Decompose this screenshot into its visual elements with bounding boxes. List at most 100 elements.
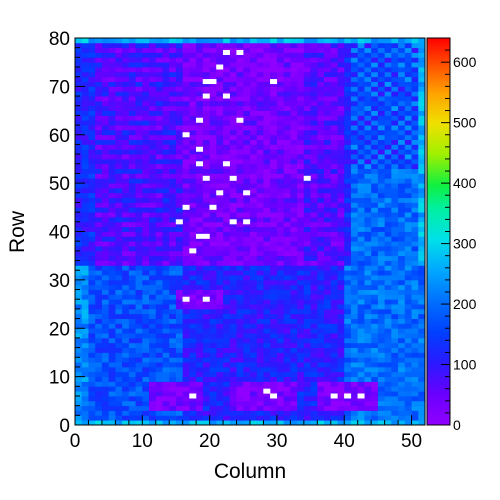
heatmap-cell [189,134,197,140]
heatmap-cell [202,395,211,402]
heatmap-cell [216,270,224,276]
heatmap-cell [398,289,406,295]
heatmap-cell [223,125,231,131]
heatmap-cell [283,154,291,160]
heatmap-cell [243,391,251,397]
heatmap-cell [81,134,89,140]
heatmap-cell [182,289,190,295]
heatmap-cell [263,221,271,228]
heatmap-cell [290,125,298,131]
heatmap-cell [344,410,352,416]
heatmap-cell [175,420,184,426]
heatmap-cell [303,284,311,290]
heatmap-cell [182,91,190,97]
heatmap-cell [398,250,406,257]
heatmap-cell [398,279,406,286]
heatmap-cell [350,289,359,295]
heatmap-cell [196,255,204,261]
heatmap-cell [377,275,386,281]
heatmap-cell [115,381,123,387]
heatmap-cell [317,410,325,416]
heatmap-cell [175,366,184,373]
heatmap-cell [270,134,278,140]
heatmap-cell [317,226,325,232]
heatmap-cell [324,328,332,334]
heatmap-cell [357,371,365,378]
heatmap-cell [75,391,83,397]
hot-cell [236,117,244,123]
heatmap-cell [216,323,224,329]
heatmap-cell [175,275,184,281]
hot-cell [330,393,338,399]
heatmap-cell [297,168,305,174]
heatmap-cell [310,202,318,208]
heatmap-cell [263,410,271,416]
hot-cell [222,161,230,167]
heatmap-cell [283,42,291,49]
heatmap-cell [175,86,184,92]
heatmap-cell [344,236,352,242]
heatmap-cell [384,115,392,121]
heatmap-cell [75,38,83,44]
heatmap-cell [81,125,89,131]
hot-cell [196,161,204,167]
heatmap-cell [122,178,130,184]
heatmap-cell [310,192,318,199]
heatmap-cell [303,352,311,358]
heatmap-cell [297,144,305,150]
heatmap-cell [303,236,311,242]
heatmap-cell [149,144,157,150]
heatmap-cell [196,139,204,145]
heatmap-cell [122,197,130,203]
heatmap-cell [135,308,143,315]
heatmap-cell [189,221,197,228]
heatmap-cell [344,342,352,348]
heatmap-cell [236,120,244,126]
heatmap-cell [371,197,379,203]
heatmap-cell [162,125,170,131]
heatmap-cell [243,105,251,111]
heatmap-cell [324,91,332,97]
heatmap-cell [175,328,184,334]
heatmap-cell [108,38,116,44]
heatmap-cell [115,308,123,315]
heatmap-cell [317,337,325,344]
heatmap-cell [169,299,177,305]
heatmap-cell [337,323,345,329]
heatmap-cell [377,202,386,208]
heatmap-cell [209,400,217,407]
heatmap-cell [149,308,157,315]
heatmap-cell [297,71,305,78]
heatmap-cell [303,318,311,324]
heatmap-cell [398,38,406,44]
heatmap-cell [303,163,311,170]
heatmap-cell [223,42,231,49]
heatmap-cell [202,352,211,358]
heatmap-cell [283,328,291,334]
heatmap-cell [418,289,426,295]
heatmap-cell [229,265,237,271]
heatmap-cell [411,246,419,252]
heatmap-cell [317,241,325,247]
heatmap-cell [310,105,318,111]
heatmap-cell [404,76,412,82]
heatmap-cell [350,71,359,78]
heatmap-cell [169,212,177,218]
heatmap-cell [303,299,311,305]
heatmap-cell [101,366,110,373]
heatmap-cell [337,154,345,160]
heatmap-cell [276,270,285,276]
heatmap-cell [209,420,217,426]
heatmap-cell [202,400,211,407]
heatmap-cell [202,42,211,49]
heatmap-cell [88,255,96,261]
heatmap-cell [202,270,211,276]
heatmap-cell [371,284,379,290]
heatmap-cell [81,144,89,150]
heatmap-cell [229,415,237,421]
heatmap-cell [75,260,83,266]
heatmap-cell [290,246,298,252]
heatmap-cell [95,221,103,228]
heatmap-cell [243,47,251,53]
